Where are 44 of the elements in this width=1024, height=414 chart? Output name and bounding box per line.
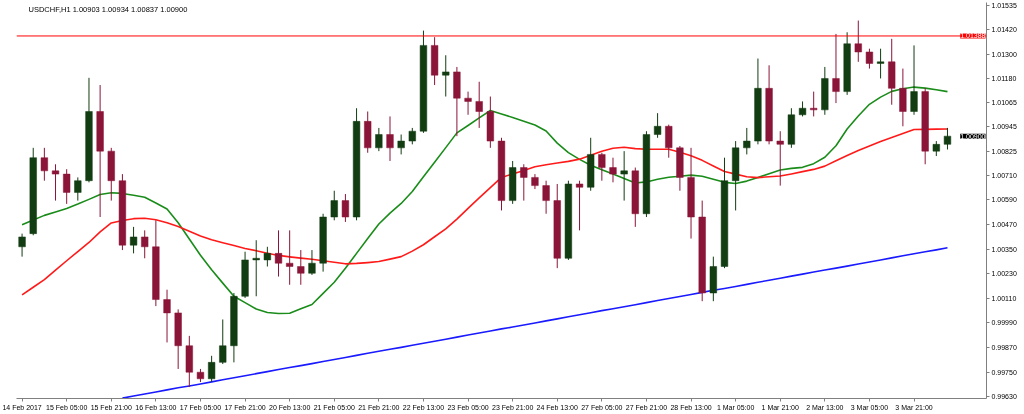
candlestick [598,152,606,182]
candlestick [40,147,48,182]
candlestick [665,124,673,159]
candlestick [397,134,405,155]
candlestick [475,81,483,129]
line-series [21,86,949,315]
candlestick [854,20,862,63]
candlestick [375,127,383,152]
candlestick [654,112,662,139]
candlestick [286,229,294,286]
candlestick [141,229,149,259]
candlestick [208,355,216,383]
candlestick [609,157,617,183]
candlestick [520,163,528,202]
candlestick [129,226,138,254]
candlestick [743,127,751,155]
candlestick [386,115,394,162]
candlestick [252,239,260,297]
candlestick [274,229,283,278]
candlestick [943,127,952,150]
candlestick [620,150,628,202]
candlestick [810,91,818,117]
candlestick [63,168,71,205]
candlestick [308,249,316,276]
candlestick [442,54,450,98]
candlestick [899,68,907,127]
candlestick [910,44,918,116]
candlestick [163,289,171,343]
candlestick [575,180,584,231]
candlestick [464,91,472,116]
candlestick [832,33,840,104]
candlestick [18,233,26,258]
candlestick [776,130,784,187]
candlestick [542,180,550,215]
candlestick [330,190,338,221]
candlestick [219,318,227,365]
candlestick [263,246,271,267]
candlestick [297,249,305,286]
candlestick [51,163,60,202]
candlestick [876,48,885,79]
candlestick [341,193,349,223]
candlestick [74,176,82,202]
candlestick [865,48,874,70]
line-series [121,247,949,399]
